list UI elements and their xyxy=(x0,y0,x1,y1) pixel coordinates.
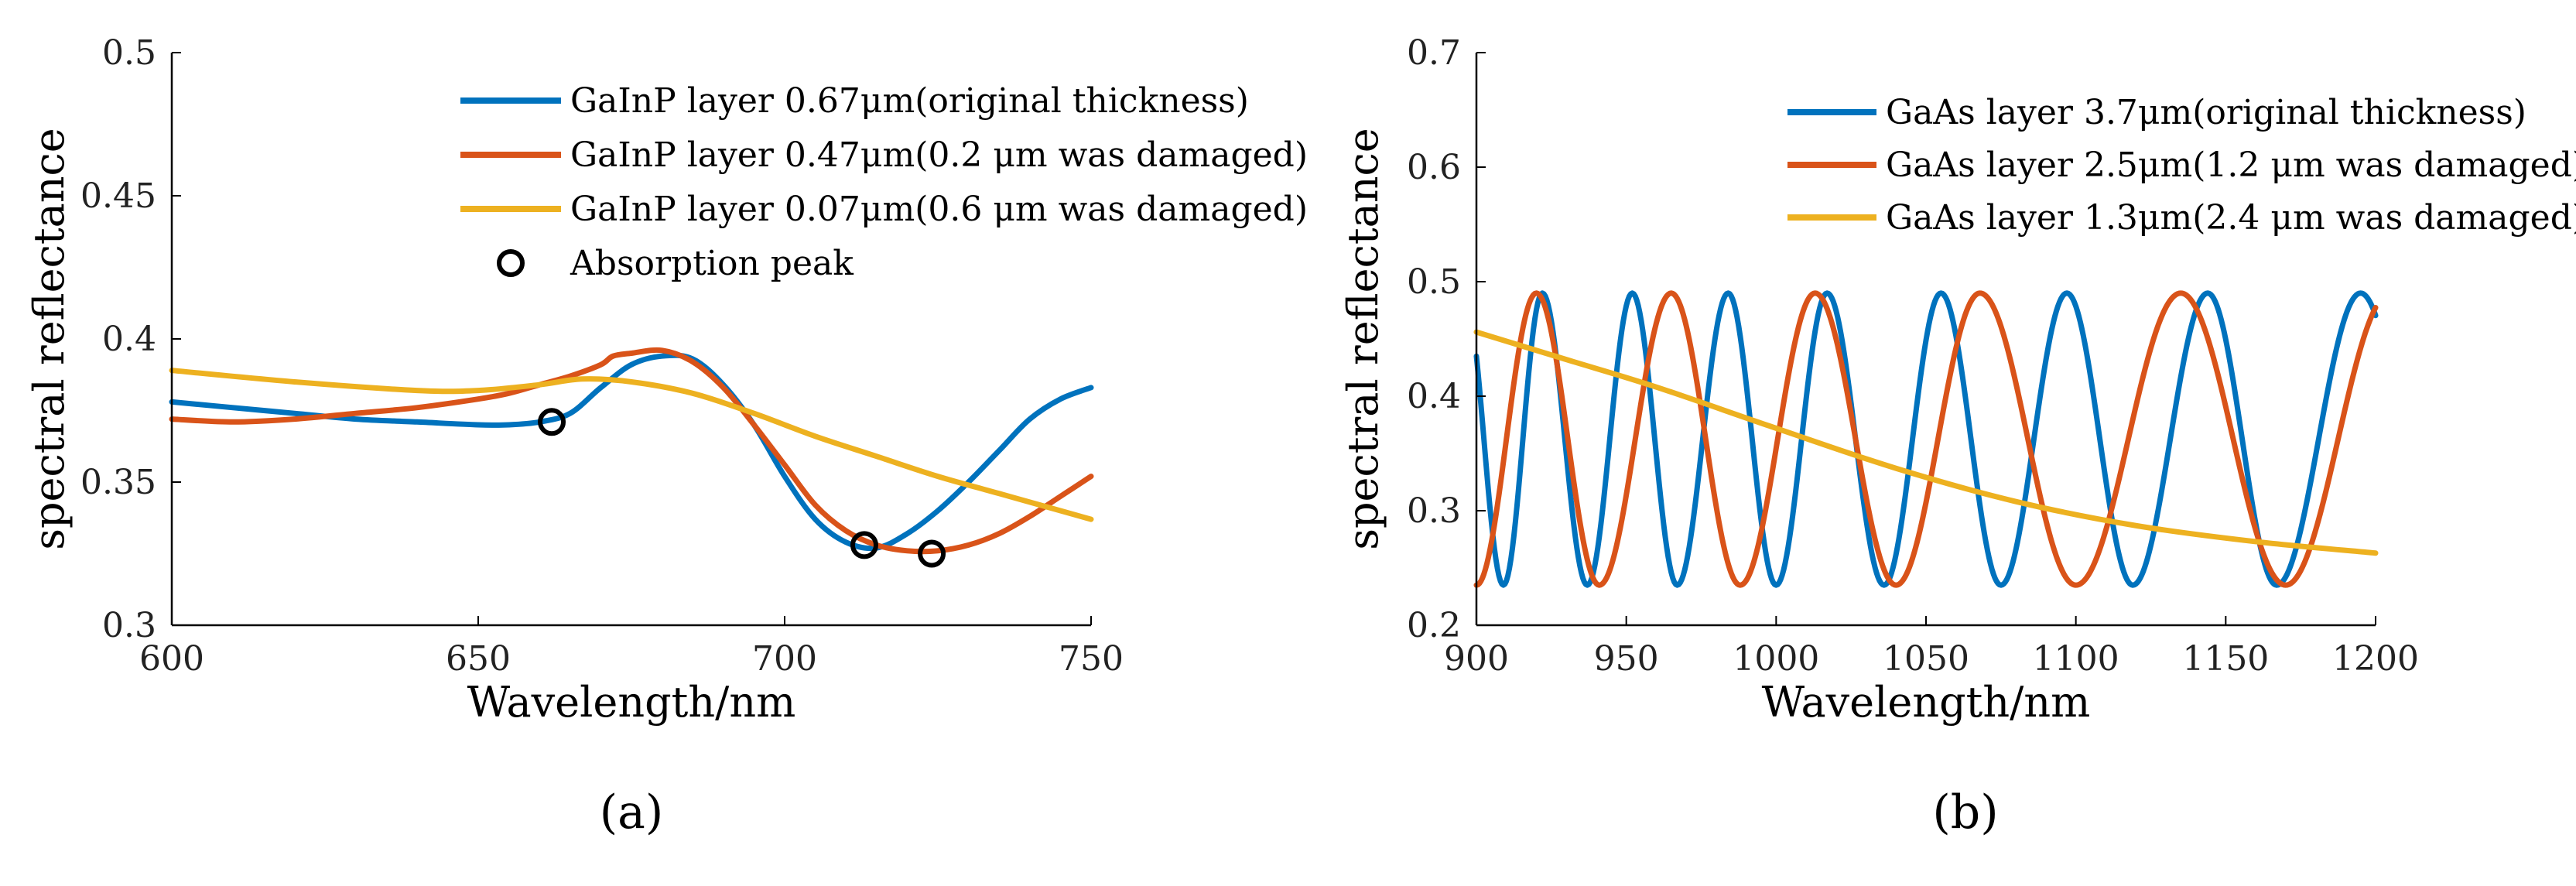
y-tick-label: 0.7 xyxy=(1407,33,1461,73)
x-tick-label: 1000 xyxy=(1733,639,1819,679)
y-tick-label: 0.6 xyxy=(1407,148,1461,187)
series-line-2 xyxy=(1473,290,2379,588)
series-line-1 xyxy=(169,352,1094,552)
absorption-peak-marker-3 xyxy=(918,539,946,568)
y-tick-label: 0.2 xyxy=(1407,606,1461,645)
x-tick-label: 1050 xyxy=(1883,639,1969,679)
y-tick-label: 0.4 xyxy=(102,320,156,359)
absorption-peak-marker-1 xyxy=(538,408,566,436)
legend-label-2: GaInP layer 0.47μm(0.2 μm was damaged) xyxy=(570,135,1308,175)
panel-b-chart: 900 950 1000 1050 1100 1150 1200 0.2 0.3 0.4 0.5 0.… xyxy=(1339,33,2576,840)
x-tick-label: 900 xyxy=(1444,639,1509,679)
x-tick-label: 950 xyxy=(1594,639,1659,679)
x-tick-label: 1150 xyxy=(2182,639,2269,679)
x-axis-title: Wavelength/nm xyxy=(1762,678,2091,727)
x-axis-title: Wavelength/nm xyxy=(467,678,796,727)
legend-label-3: GaInP layer 0.07μm(0.6 μm was damaged) xyxy=(570,190,1308,229)
panel-label: (b) xyxy=(1932,785,1998,840)
legend-label-3: GaAs layer 1.3μm(2.4 μm was damaged) xyxy=(1886,198,2576,238)
panel-label: (a) xyxy=(600,785,664,840)
y-tick-label: 0.5 xyxy=(102,33,156,73)
y-tick-label: 0.3 xyxy=(1407,491,1461,531)
legend-marker-absorption-peak xyxy=(497,249,525,277)
series-line-1 xyxy=(1473,290,2379,588)
y-tick-label: 0.5 xyxy=(1407,262,1461,302)
y-tick-label: 0.45 xyxy=(80,176,156,216)
x-tick-label: 650 xyxy=(446,639,511,679)
legend-label-absorption-peak: Absorption peak xyxy=(570,244,854,283)
series-line-3 xyxy=(169,368,1094,522)
x-tick-label: 700 xyxy=(752,639,817,679)
x-tick-label: 600 xyxy=(139,639,204,679)
legend-label-1: GaAs layer 3.7μm(original thickness) xyxy=(1886,93,2526,132)
legend-label-2: GaAs layer 2.5μm(1.2 μm was damaged) xyxy=(1886,145,2576,185)
y-axis-title: spectral reflectance xyxy=(1339,128,1387,549)
series-line-3 xyxy=(1473,329,2379,556)
legend: GaInP layer 0.67μm(original thickness) Ga… xyxy=(460,81,1308,283)
panel-a-chart: 600 650 700 750 0.3 0.35 0.4 0.45 0.5 Wavelength/… xyxy=(25,33,1308,840)
y-axis-title: spectral reflectance xyxy=(25,128,74,549)
absorption-peak-marker-2 xyxy=(850,531,878,559)
x-tick-label: 1100 xyxy=(2033,639,2119,679)
y-tick-label: 0.35 xyxy=(80,463,156,502)
x-tick-label: 750 xyxy=(1059,639,1124,679)
legend: GaAs layer 3.7μm(original thickness) GaAs… xyxy=(1787,93,2576,238)
series-line-2 xyxy=(169,347,1094,555)
y-tick-label: 0.3 xyxy=(102,606,156,645)
y-tick-label: 0.4 xyxy=(1407,377,1461,416)
legend-label-1: GaInP layer 0.67μm(original thickness) xyxy=(570,81,1249,121)
x-tick-label: 1200 xyxy=(2332,639,2419,679)
